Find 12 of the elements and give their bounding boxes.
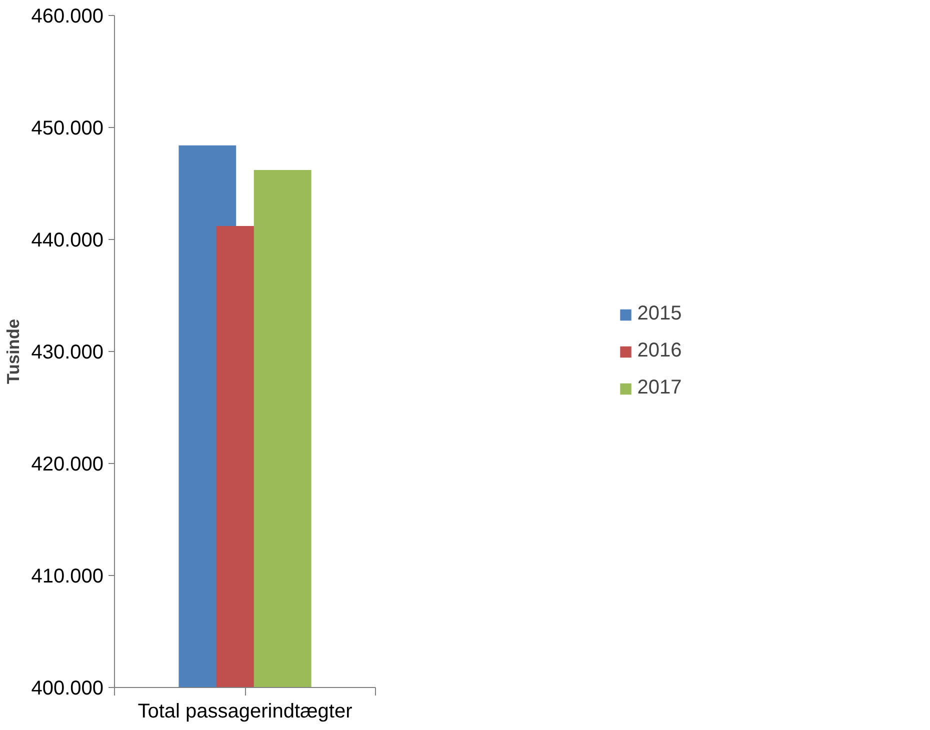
legend-label: 2016	[637, 340, 682, 362]
x-tick-label: Total passagerindtægter	[138, 700, 353, 722]
y-tick-label: 450.000	[31, 118, 104, 140]
y-tick-label: 400.000	[31, 678, 104, 700]
legend-label: 2017	[637, 376, 682, 400]
y-tick-label: 410.000	[31, 566, 104, 588]
legend-label: 2015	[637, 302, 682, 326]
y-tick-label: 460.000	[31, 6, 104, 28]
y-tick-label: 430.000	[31, 342, 104, 364]
y-tick-label: 440.000	[31, 230, 104, 252]
y-tick-label: 420.000	[31, 454, 104, 476]
y-axis-title: Tusinde	[3, 318, 24, 384]
